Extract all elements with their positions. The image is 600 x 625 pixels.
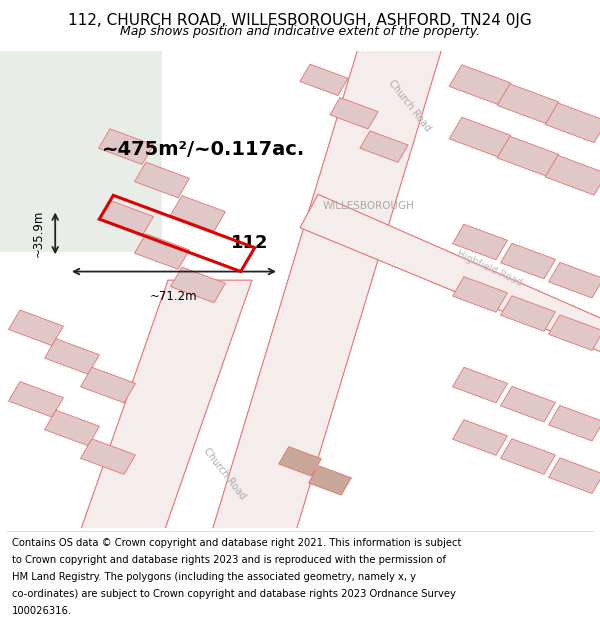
Text: ~35.9m: ~35.9m (31, 210, 44, 257)
Polygon shape (449, 65, 511, 104)
Polygon shape (300, 194, 600, 356)
Text: co-ordinates) are subject to Crown copyright and database rights 2023 Ordnance S: co-ordinates) are subject to Crown copyr… (12, 589, 456, 599)
Polygon shape (170, 267, 226, 302)
Polygon shape (170, 196, 226, 231)
Polygon shape (210, 42, 444, 538)
Polygon shape (330, 98, 378, 129)
Polygon shape (8, 382, 64, 417)
Text: Contains OS data © Crown copyright and database right 2021. This information is : Contains OS data © Crown copyright and d… (12, 538, 461, 548)
Polygon shape (44, 410, 100, 446)
Polygon shape (0, 42, 162, 251)
Text: ~71.2m: ~71.2m (150, 290, 198, 302)
Polygon shape (452, 420, 508, 455)
Polygon shape (500, 386, 556, 422)
Polygon shape (548, 262, 600, 298)
Text: HM Land Registry. The polygons (including the associated geometry, namely x, y: HM Land Registry. The polygons (includin… (12, 572, 416, 582)
Polygon shape (278, 447, 322, 476)
Polygon shape (548, 458, 600, 494)
Text: 112: 112 (231, 234, 269, 252)
Polygon shape (308, 466, 352, 495)
Polygon shape (134, 234, 190, 269)
Polygon shape (449, 118, 511, 157)
Text: ~475m²/~0.117ac.: ~475m²/~0.117ac. (102, 139, 305, 159)
Polygon shape (98, 129, 154, 164)
Polygon shape (360, 131, 408, 162)
Polygon shape (548, 315, 600, 351)
Polygon shape (500, 439, 556, 474)
Polygon shape (452, 277, 508, 312)
Polygon shape (497, 136, 559, 176)
Polygon shape (80, 439, 136, 474)
Text: Highfield Road: Highfield Road (455, 249, 523, 288)
Polygon shape (545, 103, 600, 142)
Polygon shape (497, 84, 559, 124)
Polygon shape (8, 310, 64, 346)
Polygon shape (545, 156, 600, 195)
Text: WILLESBOROUGH: WILLESBOROUGH (323, 201, 415, 211)
Polygon shape (452, 224, 508, 260)
Polygon shape (78, 280, 252, 538)
Polygon shape (548, 406, 600, 441)
Polygon shape (44, 339, 100, 374)
Polygon shape (134, 162, 190, 198)
Polygon shape (80, 368, 136, 403)
Text: Church Road: Church Road (386, 79, 433, 134)
Polygon shape (500, 243, 556, 279)
Text: Map shows position and indicative extent of the property.: Map shows position and indicative extent… (120, 26, 480, 39)
Text: 112, CHURCH ROAD, WILLESBOROUGH, ASHFORD, TN24 0JG: 112, CHURCH ROAD, WILLESBOROUGH, ASHFORD… (68, 12, 532, 28)
Text: 100026316.: 100026316. (12, 606, 72, 616)
Polygon shape (98, 201, 154, 236)
Text: Church Road: Church Road (202, 446, 248, 501)
Text: to Crown copyright and database rights 2023 and is reproduced with the permissio: to Crown copyright and database rights 2… (12, 555, 446, 565)
Polygon shape (452, 368, 508, 403)
Polygon shape (500, 296, 556, 331)
Polygon shape (300, 64, 348, 96)
